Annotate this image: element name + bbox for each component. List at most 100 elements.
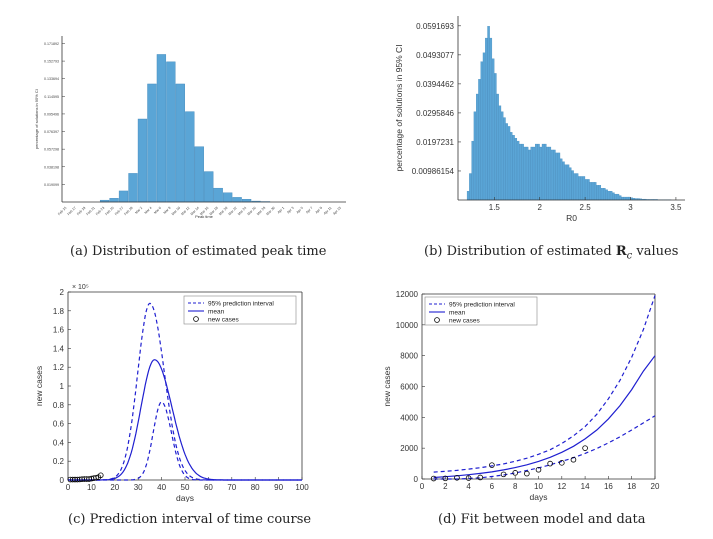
x-tick-label: Feb 25 — [104, 206, 114, 216]
y-tick-label: 0.114595 — [44, 95, 59, 99]
bar — [232, 197, 242, 203]
bar — [569, 167, 572, 201]
bar — [580, 176, 583, 201]
bar — [185, 111, 195, 203]
y-tick-label: 0.057298 — [44, 148, 59, 152]
bar — [109, 198, 119, 203]
bar — [628, 196, 631, 201]
x-tick-label: 100 — [295, 483, 309, 492]
x-tick-label: 1.5 — [489, 203, 501, 212]
bar — [555, 152, 558, 201]
x-tick-label: 16 — [604, 482, 613, 491]
series-line — [68, 302, 302, 481]
caption-a: (a) Distribution of estimated peak time — [70, 244, 327, 259]
x-tick-label: 10 — [87, 483, 96, 492]
x-tick-label: 2 — [443, 482, 448, 491]
bar — [500, 111, 504, 201]
bar — [623, 196, 626, 201]
x-axis-label: R0 — [566, 213, 577, 223]
x-tick-label: 30 — [134, 483, 143, 492]
bar — [213, 187, 223, 203]
x-tick-label: Feb 15 — [57, 206, 67, 216]
bar — [137, 118, 148, 203]
bar — [521, 143, 524, 201]
y-tick-label: 2000 — [400, 444, 418, 453]
bar — [609, 191, 613, 201]
y-tick-label: 0 — [60, 476, 65, 485]
bar — [591, 182, 595, 201]
y-tick-label: 10000 — [396, 321, 419, 330]
bar — [541, 143, 545, 201]
x-tick-label: 2.5 — [580, 203, 592, 212]
x-tick-label: Mar 6 — [153, 206, 162, 215]
x-tick-label: Mar 16 — [199, 206, 209, 216]
bar — [480, 61, 483, 201]
bar — [118, 190, 129, 203]
bar — [535, 143, 538, 201]
x-tick-label: Mar 8 — [163, 206, 172, 215]
bar — [147, 83, 157, 203]
y-axis-label: percentage of solutions in 95% CI — [394, 44, 404, 171]
x-tick-label: Mar 12 — [180, 206, 190, 216]
x-tick-label: Apr 9 — [314, 206, 323, 215]
y-tick-label: 1.4 — [53, 344, 65, 353]
x-tick-label: 90 — [274, 483, 283, 492]
bar — [573, 173, 577, 201]
y-tick-label: 0.6 — [53, 420, 65, 429]
x-tick-label: Apr 5 — [296, 206, 305, 215]
x-tick-label: 70 — [227, 483, 236, 492]
legend-label: 95% prediction interval — [208, 301, 274, 308]
data-point — [512, 470, 519, 476]
x-tick-label: Mar 2 — [134, 206, 143, 215]
data-point — [465, 475, 472, 481]
y-tick-label: 12000 — [396, 290, 419, 299]
x-tick-label: Mar 20 — [218, 206, 228, 216]
bar — [510, 132, 513, 201]
bar — [537, 143, 540, 201]
legend-marker — [434, 317, 440, 323]
y-tick-label: 6000 — [400, 383, 418, 392]
bar — [505, 123, 508, 201]
bar — [548, 146, 552, 201]
x-tick-label: 0 — [66, 483, 71, 492]
caption-b: (b) Distribution of estimated Rc values — [424, 244, 679, 262]
y-tick-label: 0 — [414, 475, 419, 484]
bar — [598, 185, 602, 201]
x-tick-label: Mar 14 — [190, 206, 200, 216]
bar — [166, 61, 176, 203]
bar — [614, 193, 617, 201]
bar — [607, 191, 611, 201]
y-axis-label: new cases — [34, 366, 44, 406]
bar — [532, 146, 536, 201]
y-tick-label: 0.00986154 — [412, 167, 455, 176]
data-point — [500, 471, 507, 478]
bar — [471, 140, 474, 201]
data-point — [442, 475, 449, 482]
bar — [600, 188, 604, 201]
x-tick-label: 6 — [490, 482, 495, 491]
caption-d: (d) Fit between model and data — [438, 512, 646, 527]
bar — [612, 192, 615, 201]
x-tick-label: Mar 28 — [256, 206, 266, 216]
bar — [175, 83, 185, 203]
bar — [473, 111, 477, 201]
bar — [616, 193, 620, 201]
bar — [619, 195, 622, 201]
bar — [128, 173, 138, 203]
bar — [223, 192, 233, 203]
chart-c: 00.20.40.60.811.21.41.61.820 10 20 30 40 50 60… — [34, 284, 309, 502]
y-tick-label: 0.0591693 — [416, 22, 454, 31]
x-tick-label: Feb 29 — [123, 206, 133, 216]
bar — [557, 152, 561, 201]
bar — [194, 146, 204, 203]
legend-label: new cases — [208, 317, 239, 324]
x-tick-label: 50 — [181, 483, 190, 492]
bar — [603, 188, 606, 201]
legend — [424, 296, 538, 326]
bar — [582, 176, 586, 201]
bar — [489, 37, 493, 201]
y-tick-label: 0.152793 — [44, 60, 59, 64]
bar — [507, 126, 511, 201]
chart-a: 0.019099 0.038198 0.057298 0.076397 0.095496… — [34, 36, 346, 219]
x-axis-label: Peak time — [195, 214, 214, 219]
